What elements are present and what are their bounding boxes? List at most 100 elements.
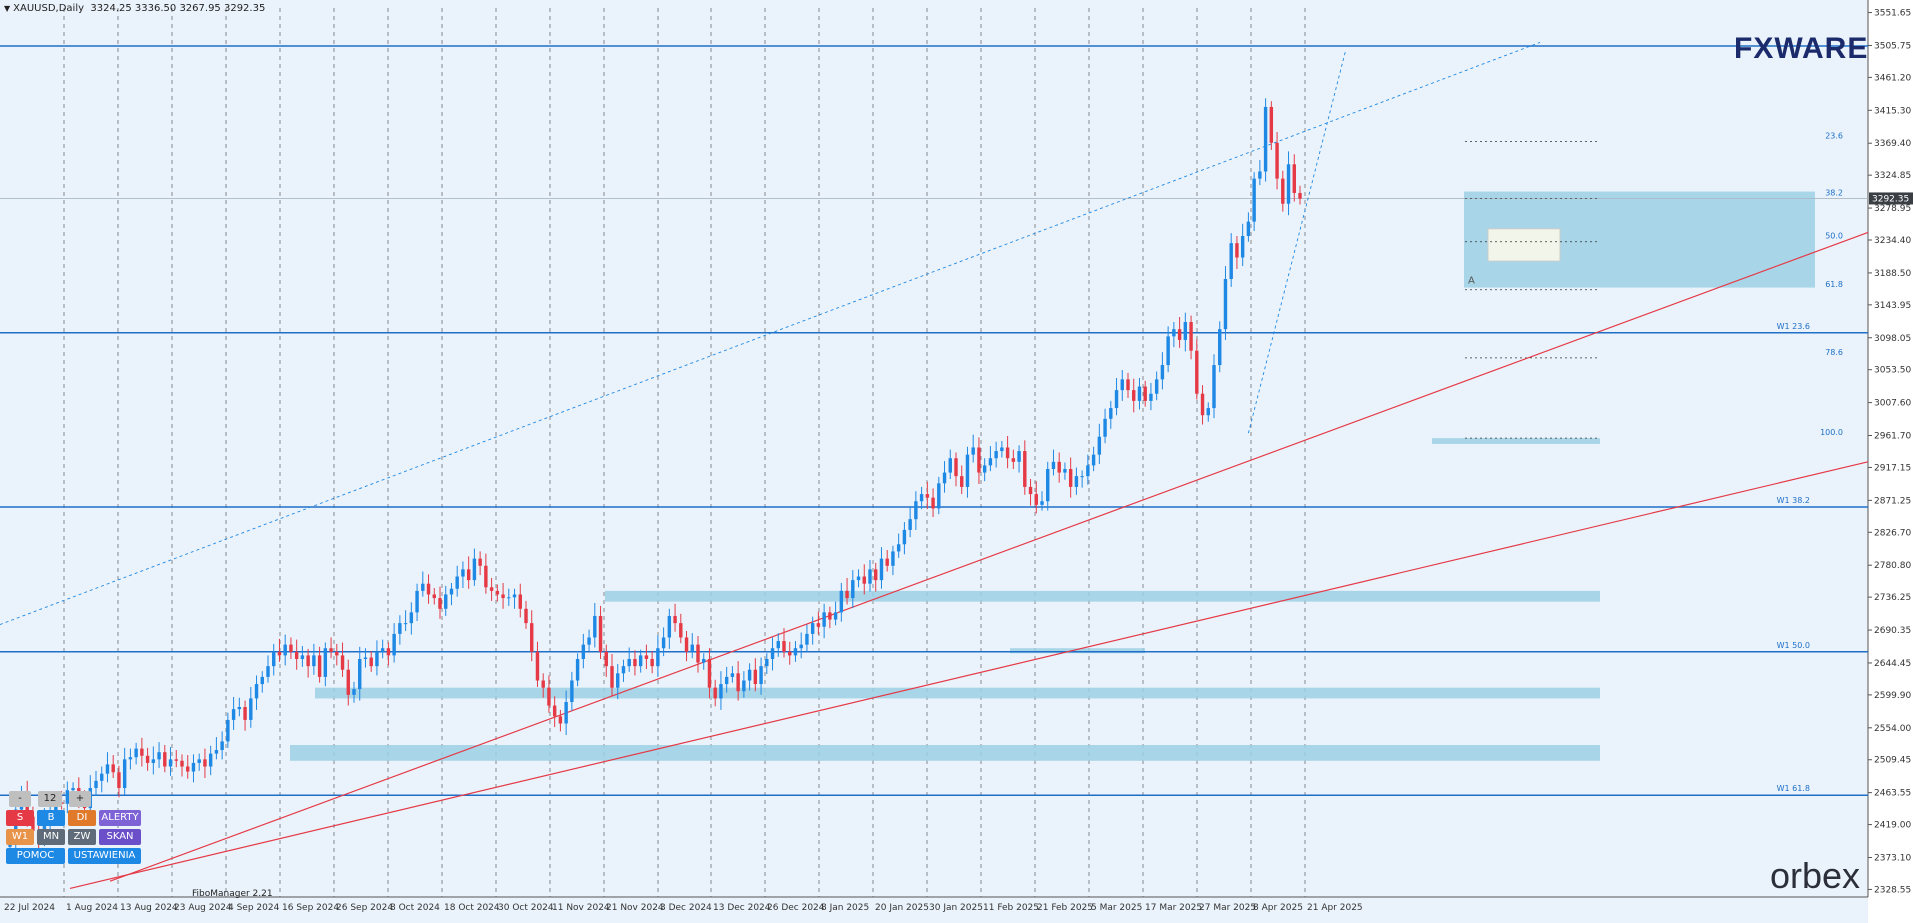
price-tag-bg [1869,192,1913,205]
candle-body [891,551,895,566]
candle-body [874,569,878,581]
candle-body [713,687,717,699]
candle-body [1086,465,1090,477]
candle-body [524,608,528,624]
candle-body [948,458,952,473]
candle-body [145,755,150,763]
candle-body [432,594,436,599]
y-tick-label: 3234.40 [1874,236,1911,246]
candle-body [908,519,912,530]
candle-body [1258,171,1262,179]
candle-body [346,669,350,695]
candle-body [122,759,127,789]
candle-body [249,698,253,720]
candle-body [822,612,826,627]
candle-body [1068,468,1073,487]
candle-body [214,750,219,754]
w1-button[interactable]: W1 [6,829,34,845]
candle-body [1103,418,1107,437]
x-tick-label: 11 Feb 2025 [983,903,1039,913]
candle-body [1034,494,1038,505]
candle-body [426,583,431,595]
candle-body [375,651,379,667]
candle-body [621,666,626,674]
candle-body [604,651,608,667]
y-tick-label: 2554.00 [1874,724,1911,734]
y-tick-label: 2917.15 [1874,463,1911,473]
fib-label: 61.8 [1825,280,1843,289]
candle-body [1172,329,1176,337]
x-tick-label: 22 Jul 2024 [4,903,55,913]
x-tick-label: 1 Aug 2024 [66,903,118,913]
sell-button[interactable]: S [6,810,34,826]
candle-body [495,590,500,595]
ohlc-label: 3324.25 3336.50 3267.95 3292.35 [90,3,266,14]
candle-body [564,701,568,724]
candle-body [816,623,821,627]
candle-body [1126,379,1130,391]
sr-zone [1010,648,1145,654]
candle-body [472,558,477,581]
candle-body [679,623,683,638]
candle-body [163,752,167,767]
candle-body [1000,447,1004,452]
candle-body [403,623,408,625]
increase-button[interactable]: + [69,791,91,807]
candle-body [398,623,402,634]
zw-button[interactable]: ZW [68,829,96,845]
candle-body [593,615,597,638]
candle-body [168,759,173,767]
x-tick-label: 27 Mar 2025 [1199,903,1256,913]
candle-body [994,451,998,459]
candle-body [100,773,104,781]
candle-body [260,676,264,685]
settings-button[interactable]: USTAWIENIA [68,848,141,864]
candle-body [117,772,121,789]
x-tick-label: 21 Nov 2024 [606,903,664,913]
buy-button[interactable]: B [37,810,65,826]
candle-body [289,644,293,652]
y-tick-label: 3188.50 [1874,269,1911,279]
candle-body [696,644,700,663]
di-button[interactable]: DI [68,810,96,826]
candle-body [1223,279,1228,330]
decrease-button[interactable]: - [9,791,31,807]
candle-body [776,641,780,649]
inner-zone [1487,228,1561,262]
y-tick-label: 2373.10 [1874,853,1911,863]
y-tick-label: 3461.20 [1874,73,1911,83]
candle-body [971,447,975,455]
scan-button[interactable]: SKAN [99,829,141,845]
x-tick-label: 30 Oct 2024 [498,903,554,913]
candle-body [254,684,259,699]
candle-body [810,623,815,634]
sr-zone [315,687,1600,699]
y-tick-label: 3415.30 [1874,106,1911,116]
help-button[interactable]: POMOC [6,848,65,864]
x-tick-label: 8 Apr 2025 [1253,903,1303,913]
candle-body [226,719,230,742]
candle-body [317,655,322,677]
candle-body [690,644,694,652]
candle-body [885,558,889,566]
candle-body [1263,106,1268,172]
candle-body [1286,164,1291,204]
candle-body [71,788,75,791]
candle-body [1292,164,1296,193]
mn-button[interactable]: MN [37,829,65,845]
alerts-button[interactable]: ALERTY [99,810,141,826]
y-tick-label: 2736.25 [1874,593,1911,603]
candle-body [1028,486,1033,495]
period-value[interactable]: 12 [38,791,62,807]
candle-body [220,741,224,751]
y-tick-label: 2871.25 [1874,496,1911,506]
collapse-icon[interactable]: ▼ [4,4,11,13]
candle-body [960,476,964,487]
candle-body [1017,451,1021,462]
candle-body [793,648,798,656]
y-tick-label: 2419.00 [1874,821,1911,831]
candle-body [765,658,769,667]
x-tick-label: 16 Sep 2024 [282,903,339,913]
y-tick-label: 2599.90 [1874,691,1911,701]
